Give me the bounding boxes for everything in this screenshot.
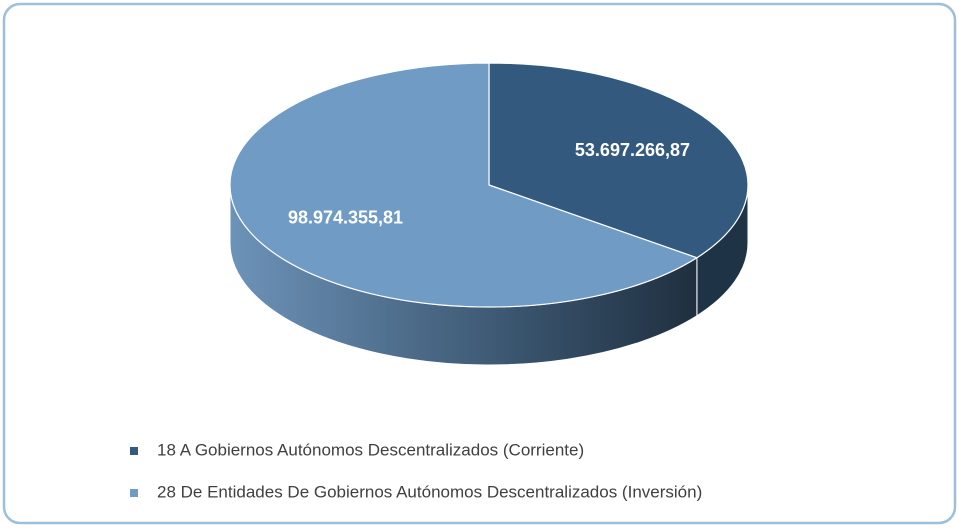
data-label: 53.697.266,87 — [575, 140, 690, 160]
legend-marker — [130, 489, 138, 497]
legend-marker — [130, 447, 138, 455]
legend-label: 28 De Entidades De Gobiernos Autónomos D… — [157, 482, 702, 501]
data-label: 98.974.355,81 — [288, 208, 403, 228]
pie-slice — [229, 62, 699, 308]
legend-label: 18 A Gobiernos Autónomos Descentralizado… — [157, 440, 584, 459]
pie-slice — [488, 62, 749, 259]
